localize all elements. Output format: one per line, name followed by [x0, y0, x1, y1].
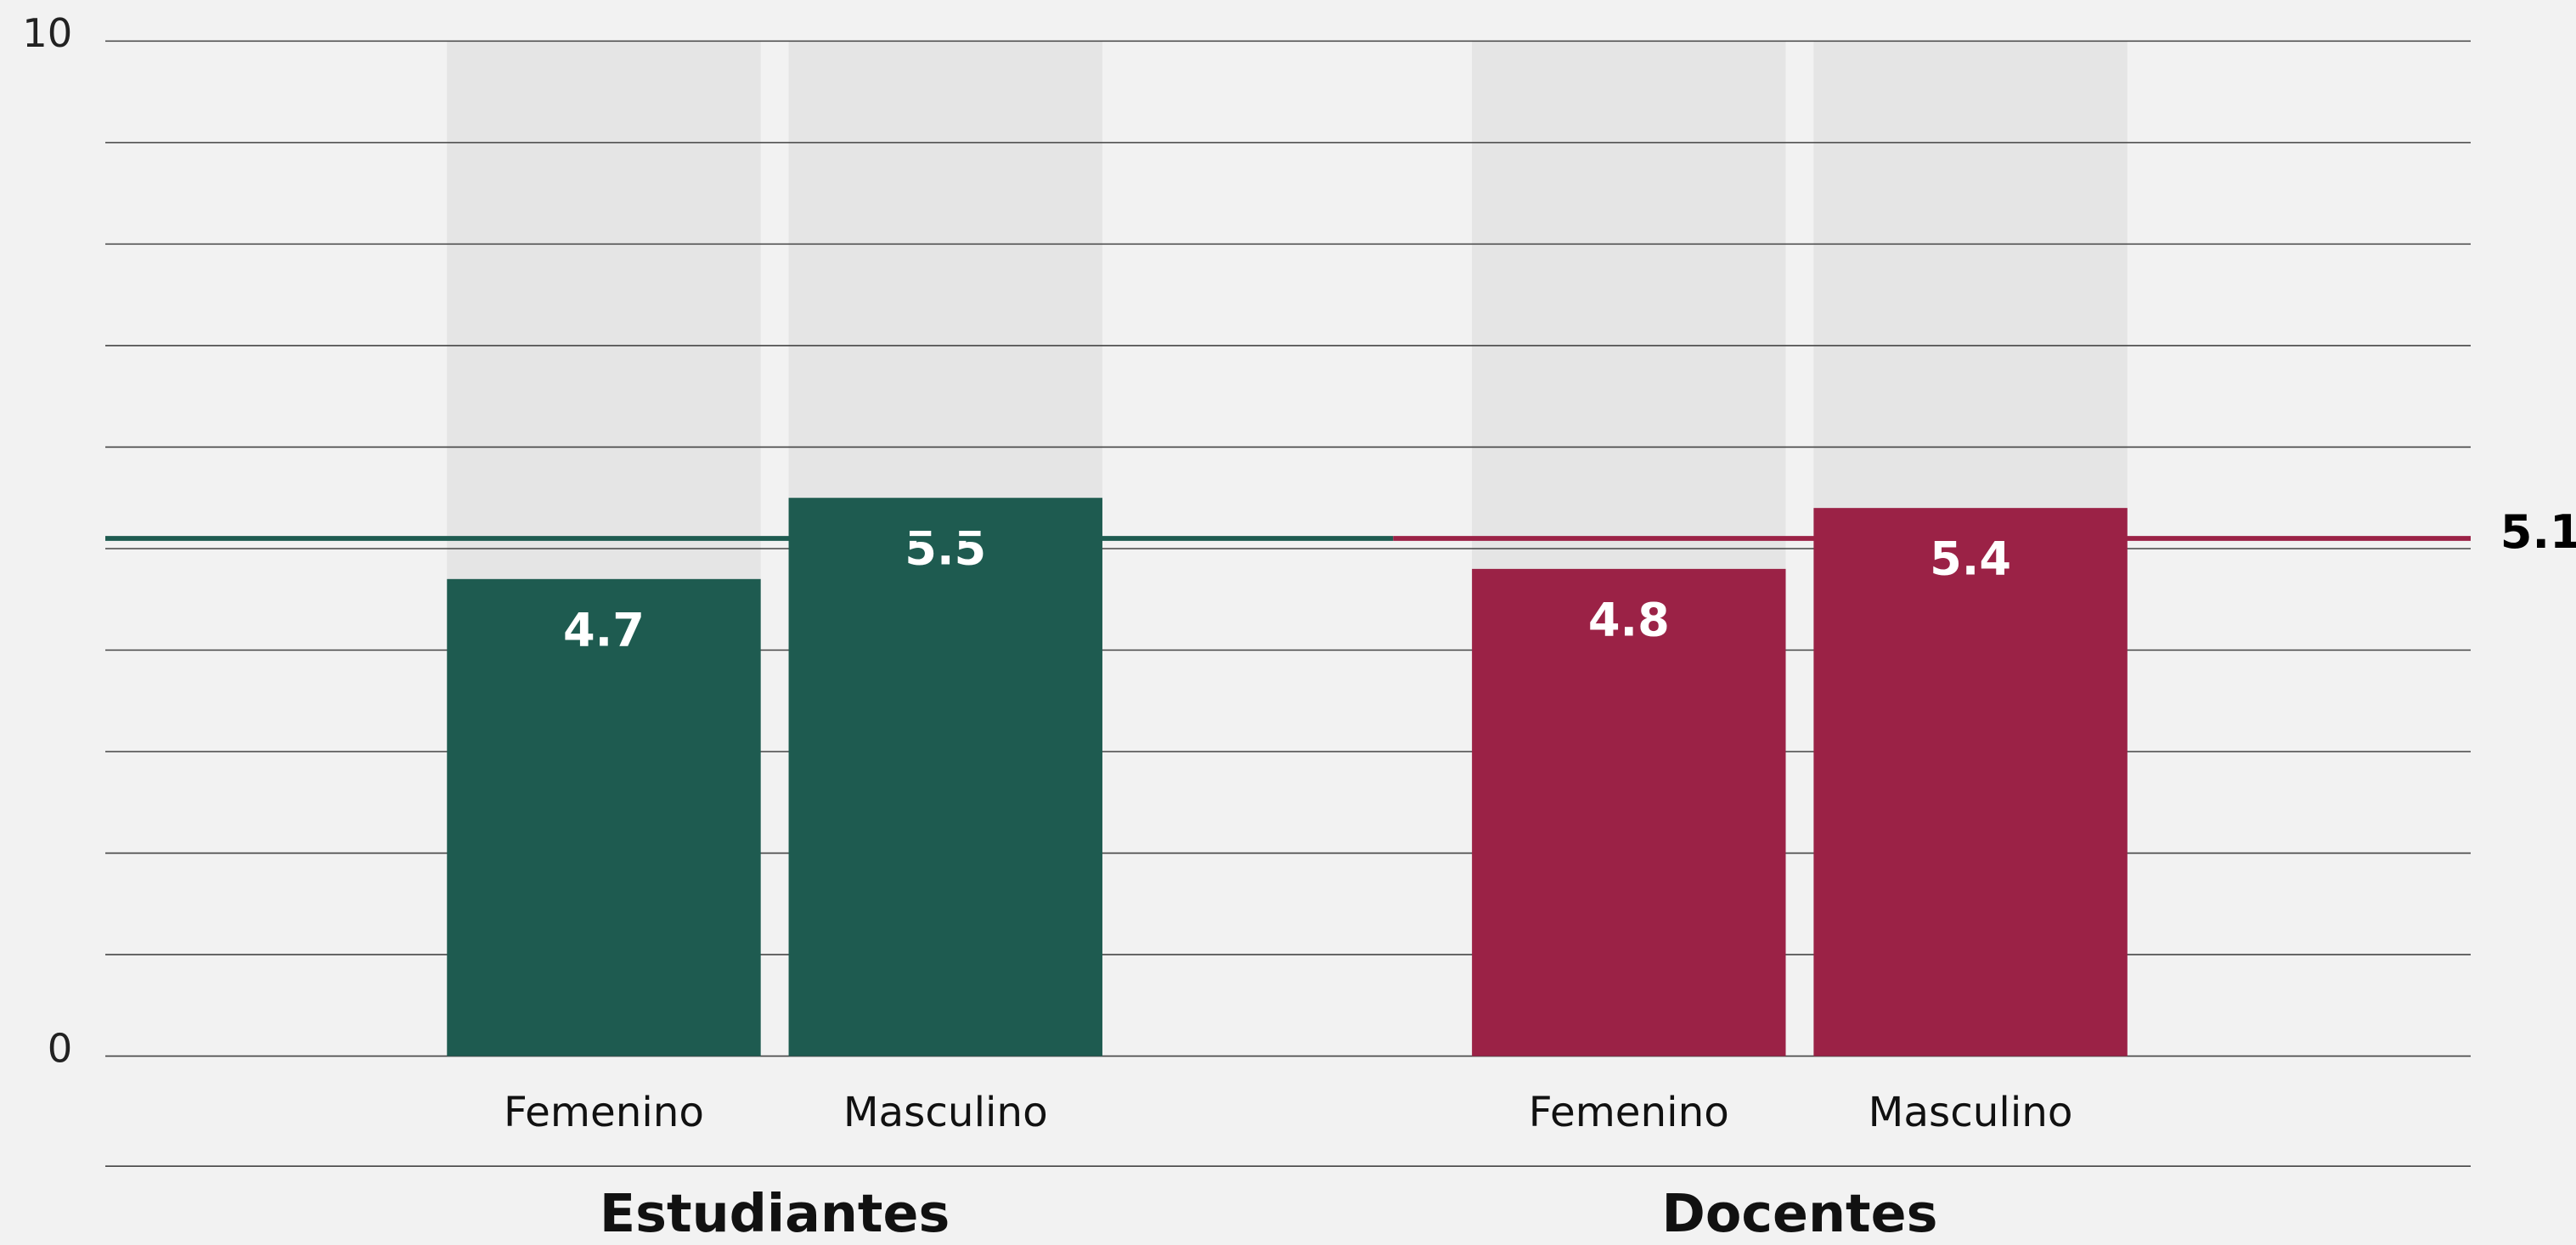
value-label: 5.5: [905, 522, 986, 576]
bar: [447, 578, 761, 1056]
reference-label: 5.1: [2500, 505, 2576, 559]
bar: [1813, 508, 2128, 1056]
group-label: Estudiantes: [600, 1183, 950, 1244]
y-tick-label: 10: [22, 10, 72, 56]
group-label: Docentes: [1661, 1183, 1937, 1244]
x-tick-label: Masculino: [1869, 1089, 2073, 1136]
x-tick-label: Femenino: [504, 1089, 704, 1136]
value-label: 4.7: [563, 603, 645, 656]
value-label: 5.4: [1930, 532, 2011, 586]
x-tick-label: Femenino: [1529, 1089, 1729, 1136]
bar: [1472, 568, 1786, 1056]
x-tick-label: Masculino: [843, 1089, 1048, 1136]
bar: [788, 498, 1102, 1056]
value-label: 4.8: [1588, 593, 1670, 646]
y-tick-label: 0: [48, 1025, 73, 1071]
